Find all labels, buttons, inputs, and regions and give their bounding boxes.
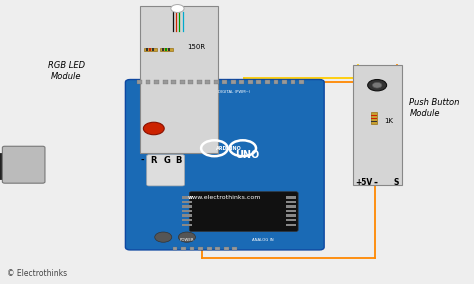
Bar	[165, 48, 167, 51]
Circle shape	[155, 232, 172, 242]
Bar	[163, 80, 167, 84]
Bar	[286, 196, 296, 199]
Bar	[146, 48, 147, 51]
Bar	[173, 247, 177, 250]
Bar	[222, 80, 227, 84]
FancyBboxPatch shape	[2, 146, 45, 183]
Text: DIGITAL (PWM~): DIGITAL (PWM~)	[218, 90, 250, 94]
Bar	[286, 201, 296, 203]
Bar	[182, 210, 191, 212]
Bar	[248, 80, 253, 84]
Bar	[160, 48, 173, 51]
Text: UNO: UNO	[236, 150, 260, 160]
Text: +5V: +5V	[355, 178, 372, 187]
Bar	[256, 80, 261, 84]
FancyBboxPatch shape	[146, 155, 184, 186]
Bar	[214, 80, 219, 84]
Text: ARDUINO: ARDUINO	[216, 146, 241, 151]
Bar	[0, 153, 9, 179]
Bar	[299, 80, 304, 84]
Bar	[182, 196, 191, 199]
Bar	[239, 80, 244, 84]
Bar	[144, 48, 157, 51]
Bar	[205, 80, 210, 84]
Bar	[149, 48, 151, 51]
Text: B: B	[176, 156, 182, 165]
FancyBboxPatch shape	[353, 65, 402, 185]
Bar	[282, 80, 287, 84]
Bar	[286, 219, 296, 221]
Bar	[181, 247, 186, 250]
Bar	[182, 224, 191, 226]
FancyBboxPatch shape	[189, 192, 298, 231]
Bar	[232, 247, 237, 250]
Text: -: -	[373, 178, 377, 188]
Bar	[286, 210, 296, 212]
Text: POWER: POWER	[180, 238, 194, 242]
Bar	[137, 80, 142, 84]
Bar	[198, 247, 203, 250]
Text: Push Button
Module: Push Button Module	[410, 98, 460, 118]
Bar	[215, 247, 220, 250]
Bar	[197, 80, 201, 84]
Text: R: R	[151, 156, 157, 165]
Circle shape	[373, 82, 382, 88]
Bar	[371, 112, 377, 124]
Text: 1K: 1K	[384, 118, 393, 124]
Bar	[207, 247, 211, 250]
Bar	[182, 201, 191, 203]
Text: © Electrothinks: © Electrothinks	[7, 269, 67, 278]
Bar	[265, 80, 270, 84]
Bar	[171, 80, 176, 84]
Circle shape	[368, 80, 387, 91]
Bar	[231, 80, 236, 84]
Circle shape	[143, 122, 164, 135]
Bar	[162, 48, 164, 51]
Bar	[273, 80, 278, 84]
Text: ANALOG IN: ANALOG IN	[252, 238, 273, 242]
Text: www.electrothinks.com: www.electrothinks.com	[188, 195, 262, 200]
Bar	[286, 224, 296, 226]
Bar	[371, 118, 377, 119]
Text: RGB LED
Module: RGB LED Module	[48, 61, 85, 81]
Bar	[371, 120, 377, 122]
Text: G: G	[164, 156, 171, 165]
Bar	[371, 114, 377, 116]
Bar	[168, 48, 170, 51]
Circle shape	[178, 232, 195, 242]
Bar	[182, 214, 191, 217]
Circle shape	[171, 5, 184, 12]
Bar	[146, 80, 150, 84]
Bar	[188, 80, 193, 84]
Bar	[182, 205, 191, 208]
Text: S: S	[394, 178, 399, 187]
Bar	[182, 219, 191, 221]
Bar	[286, 205, 296, 208]
Bar	[224, 247, 228, 250]
Bar	[154, 80, 159, 84]
Bar	[180, 80, 184, 84]
Bar	[291, 80, 295, 84]
Bar	[190, 247, 194, 250]
FancyBboxPatch shape	[126, 80, 324, 250]
Bar	[152, 48, 154, 51]
Bar	[286, 214, 296, 217]
Text: -: -	[140, 156, 144, 165]
FancyBboxPatch shape	[140, 6, 218, 153]
Text: 150R: 150R	[187, 44, 205, 50]
